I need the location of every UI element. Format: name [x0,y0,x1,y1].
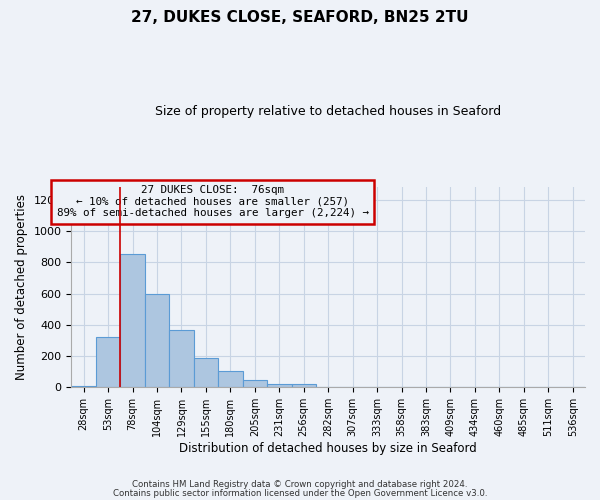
Text: 27, DUKES CLOSE, SEAFORD, BN25 2TU: 27, DUKES CLOSE, SEAFORD, BN25 2TU [131,10,469,25]
Text: Contains public sector information licensed under the Open Government Licence v3: Contains public sector information licen… [113,488,487,498]
Bar [242,380,267,388]
Bar [71,386,96,388]
Bar [145,294,169,388]
Bar [96,338,121,388]
Bar [169,330,194,388]
Title: Size of property relative to detached houses in Seaford: Size of property relative to detached ho… [155,105,501,118]
Text: Contains HM Land Registry data © Crown copyright and database right 2024.: Contains HM Land Registry data © Crown c… [132,480,468,489]
Bar [194,358,218,388]
Text: 27 DUKES CLOSE:  76sqm
← 10% of detached houses are smaller (257)
89% of semi-de: 27 DUKES CLOSE: 76sqm ← 10% of detached … [56,185,368,218]
X-axis label: Distribution of detached houses by size in Seaford: Distribution of detached houses by size … [179,442,477,455]
Bar [218,371,242,388]
Bar [267,384,292,388]
Bar [438,386,463,388]
Bar [316,386,340,388]
Bar [292,384,316,388]
Y-axis label: Number of detached properties: Number of detached properties [15,194,28,380]
Bar [121,254,145,388]
